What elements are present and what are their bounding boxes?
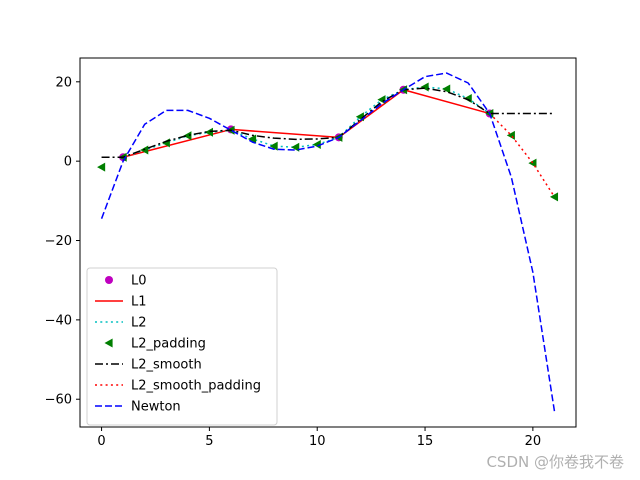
series-l2-line — [122, 86, 491, 158]
plot-area — [97, 72, 559, 412]
legend-swatch-l2-padding — [104, 338, 113, 348]
legend-label-newton: Newton — [131, 400, 181, 415]
series-l2-padding-point — [549, 192, 559, 202]
y-tick-label: 20 — [55, 75, 72, 90]
y-tick-label: 0 — [64, 155, 72, 170]
legend-label-l1: L1 — [131, 295, 147, 310]
x-tick-label: 0 — [97, 434, 105, 449]
legend-label-l2: L2 — [131, 316, 147, 331]
legend-label-l2-smooth-padding: L2_smooth_padding — [131, 379, 261, 394]
series-l2-padding-point — [420, 82, 429, 92]
series-l2-padding-point — [269, 141, 278, 151]
legend-swatch-l0 — [105, 276, 113, 284]
x-tick-label: 10 — [309, 434, 326, 449]
series-newton-line — [100, 72, 556, 412]
legend: L0 L1 L2 L2_padding L2_smooth L2_smooth_paddi… — [86, 267, 278, 426]
series-l2-smooth-line — [101, 87, 555, 158]
series-l2-smooth-padding-line — [489, 113, 556, 198]
watermark: CSDN @你卷我不卷 — [486, 453, 624, 471]
plot-frame — [79, 57, 577, 428]
series-l2-padding-point — [506, 130, 515, 140]
series-l2-padding-point — [204, 127, 213, 137]
y-tick-label: −20 — [45, 234, 72, 249]
legend-box — [86, 267, 278, 426]
series-l2-padding-point — [312, 139, 321, 149]
x-tick-label: 5 — [205, 434, 213, 449]
x-tick-label: 15 — [417, 434, 434, 449]
series-l2-padding-point — [248, 134, 257, 144]
series-l2-padding-point — [442, 84, 451, 94]
series-l1-line — [122, 88, 490, 158]
y-tick-label: −40 — [45, 313, 72, 328]
y-tick-label: −60 — [45, 393, 72, 408]
series-l2-padding-point — [183, 131, 192, 141]
series-l2-padding-point — [97, 162, 106, 172]
axes: 0 5 10 15 20 −60 −40 −20 0 20 — [45, 57, 577, 449]
legend-label-l0: L0 — [131, 274, 147, 289]
legend-label-l2-smooth: L2_smooth — [131, 358, 202, 373]
series-l2-padding-point — [291, 142, 300, 152]
legend-label-l2-padding: L2_padding — [131, 337, 206, 352]
x-tick-label: 20 — [525, 434, 542, 449]
